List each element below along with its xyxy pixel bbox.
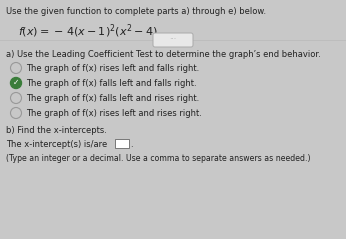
- Text: b) Find the x-intercepts.: b) Find the x-intercepts.: [6, 126, 107, 135]
- Text: The graph of f(x) falls left and rises right.: The graph of f(x) falls left and rises r…: [26, 94, 199, 103]
- FancyBboxPatch shape: [115, 139, 129, 148]
- Text: The graph of f(x) rises left and falls right.: The graph of f(x) rises left and falls r…: [26, 64, 199, 73]
- Text: ✓: ✓: [13, 78, 19, 87]
- Text: (Type an integer or a decimal. Use a comma to separate answers as needed.): (Type an integer or a decimal. Use a com…: [6, 154, 310, 163]
- Text: $f(x) = -\,4(x-1)^2\left(x^2-4\right)$: $f(x) = -\,4(x-1)^2\left(x^2-4\right)$: [18, 22, 157, 40]
- FancyBboxPatch shape: [153, 33, 193, 47]
- Text: The graph of f(x) rises left and rises right.: The graph of f(x) rises left and rises r…: [26, 109, 202, 118]
- Text: The graph of f(x) falls left and falls right.: The graph of f(x) falls left and falls r…: [26, 79, 197, 88]
- Text: a) Use the Leading Coefficient Test to determine the graph’s end behavior.: a) Use the Leading Coefficient Test to d…: [6, 50, 321, 59]
- Text: ···: ···: [170, 36, 176, 44]
- Circle shape: [10, 77, 21, 88]
- Text: The x-intercept(s) is/are: The x-intercept(s) is/are: [6, 140, 107, 149]
- Text: Use the given function to complete parts a) through e) below.: Use the given function to complete parts…: [6, 7, 266, 16]
- Text: .: .: [130, 140, 133, 149]
